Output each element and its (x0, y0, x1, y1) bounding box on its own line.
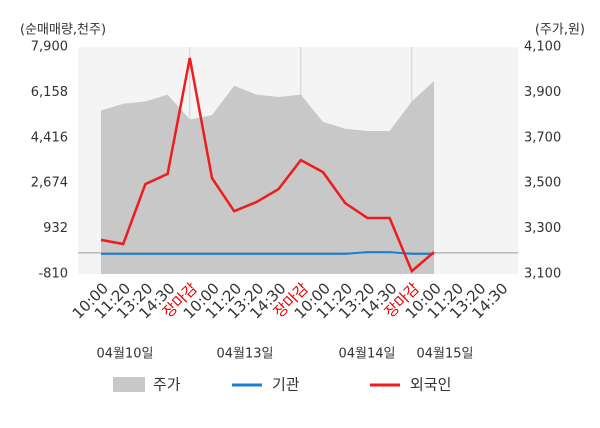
legend-label: 기관 (272, 376, 300, 394)
series-line (100, 57, 435, 274)
y2-tick-label: 3,500 (524, 176, 561, 191)
date-label: 04월14일 (338, 347, 395, 362)
y2-tick-label: 4,100 (524, 40, 561, 55)
price-area (101, 81, 434, 274)
y-tick-label: 2,674 (31, 176, 68, 191)
series-line (101, 251, 434, 255)
y-tick-label: -810 (38, 267, 68, 282)
y-tick-label: 7,900 (31, 40, 68, 55)
date-label: 04월10일 (96, 347, 153, 362)
y2-axis-label: (주가,원) (535, 23, 585, 38)
y2-tick-label: 3,100 (524, 267, 561, 282)
y-axis-label: (순매매량,천주) (20, 23, 106, 38)
y-tick-label: 4,416 (31, 130, 68, 145)
y2-tick-label: 3,700 (524, 130, 561, 145)
y-tick-label: 932 (43, 221, 68, 236)
date-label: 04월13일 (216, 347, 273, 362)
date-label: 04월15일 (416, 347, 473, 362)
y2-tick-label: 3,900 (524, 85, 561, 100)
legend-swatch (113, 377, 145, 392)
legend-label: 외국인 (410, 376, 451, 394)
y-tick-label: 6,158 (31, 85, 68, 100)
y2-tick-label: 3,300 (524, 221, 561, 236)
legend-label: 주가 (153, 376, 181, 394)
